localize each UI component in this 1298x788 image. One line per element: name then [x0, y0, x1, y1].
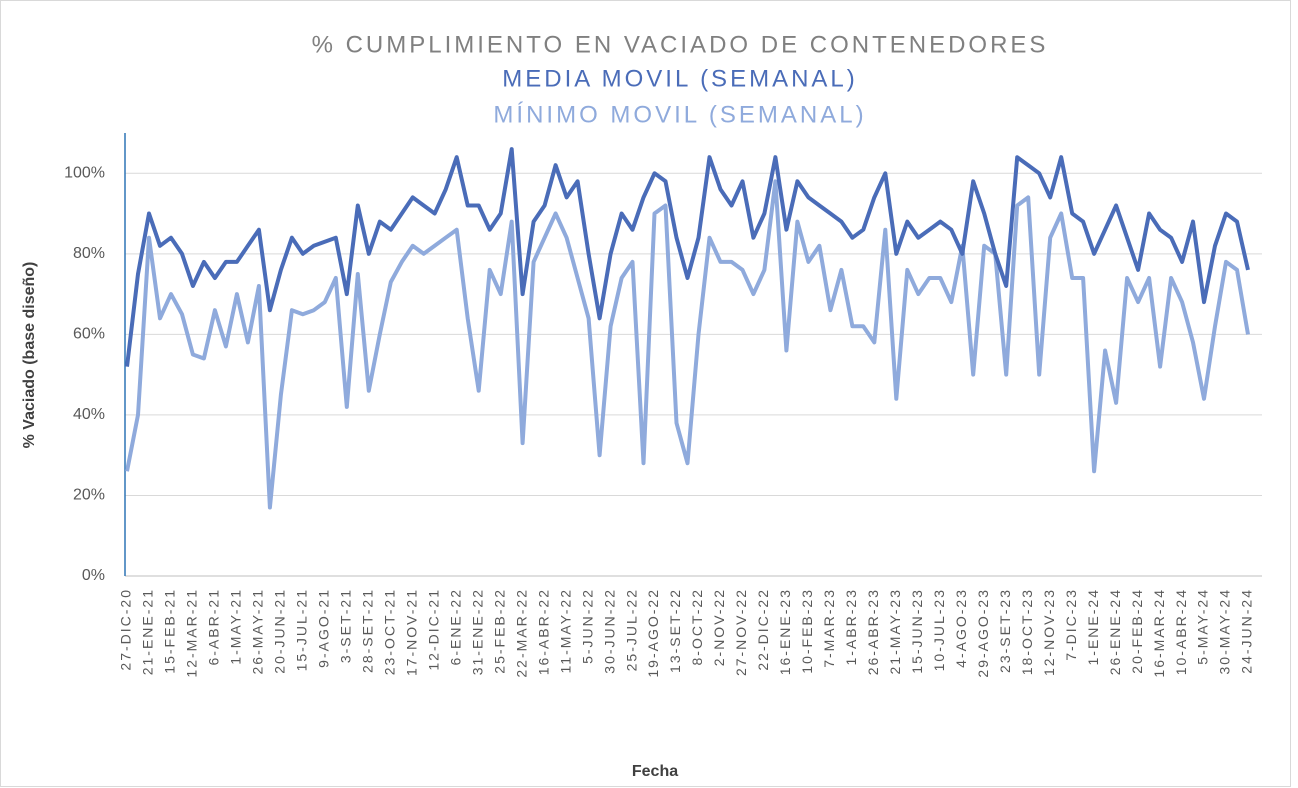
x-tick-label: 17-NOV-21: [403, 588, 419, 676]
x-axis-label: Fecha: [632, 763, 678, 780]
x-tick-label: 5-MAY-24: [1195, 588, 1211, 665]
x-tick-label: 3-SET-21: [338, 588, 354, 663]
y-tick-label: 80%: [73, 245, 105, 262]
x-tick-label: 27-NOV-22: [733, 588, 749, 676]
x-tick-label: 30-MAY-24: [1217, 588, 1233, 674]
x-tick-label: 19-AGO-22: [645, 588, 661, 678]
y-axis-label: % Vaciado (base diseño): [21, 262, 38, 449]
x-tick-label: 16-MAR-24: [1151, 588, 1167, 678]
x-tick-label: 26-ABR-23: [865, 588, 881, 675]
x-tick-label: 21-MAY-23: [887, 588, 903, 674]
y-tick-label: 40%: [73, 406, 105, 423]
y-tick-label: 20%: [73, 487, 105, 504]
x-tick-label: 12-DIC-21: [425, 588, 441, 671]
x-tick-label: 20-FEB-24: [1129, 588, 1145, 674]
x-tick-label: 20-JUN-21: [272, 588, 288, 674]
x-tick-label: 12-MAR-21: [184, 588, 200, 678]
x-tick-label: 23-OCT-21: [381, 588, 397, 675]
legend-label: MÍNIMO MOVIL (SEMANAL): [493, 101, 866, 128]
x-tick-label: 1-MAY-21: [228, 588, 244, 665]
y-tick-label: 0%: [82, 567, 105, 584]
x-tick-label: 7-DIC-23: [1063, 588, 1079, 661]
x-tick-label: 1-ABR-23: [843, 588, 859, 665]
x-tick-label: 26-MAY-21: [250, 588, 266, 674]
x-tick-label: 24-JUN-24: [1239, 588, 1255, 674]
y-tick-label: 100%: [64, 164, 105, 181]
x-tick-label: 7-MAR-23: [821, 588, 837, 668]
x-tick-label: 10-JUL-23: [931, 588, 947, 671]
x-tick-label: 29-AGO-23: [975, 588, 991, 678]
x-tick-label: 28-SET-21: [359, 588, 375, 673]
x-tick-label: 22-MAR-22: [513, 588, 529, 678]
x-tick-label: 5-JUN-22: [579, 588, 595, 664]
x-tick-label: 6-ENE-22: [447, 588, 463, 665]
y-tick-label: 60%: [73, 326, 105, 343]
x-tick-label: 15-JUL-21: [294, 588, 310, 671]
x-tick-label: 8-OCT-22: [689, 588, 705, 665]
x-tick-label: 10-FEB-23: [799, 588, 815, 674]
x-tick-label: 13-SET-22: [667, 588, 683, 673]
x-tick-label: 30-JUN-22: [601, 588, 617, 674]
series-line: [125, 147, 1250, 367]
x-tick-label: 12-NOV-23: [1041, 588, 1057, 676]
x-tick-label: 26-ENE-24: [1107, 588, 1123, 675]
legend-label: MEDIA MOVIL (SEMANAL): [502, 65, 858, 92]
x-tick-label: 22-DIC-22: [755, 588, 771, 671]
x-tick-label: 4-AGO-23: [953, 588, 969, 668]
chart-title: % CUMPLIMIENTO EN VACIADO DE CONTENEDORE…: [312, 31, 1049, 58]
x-tick-label: 11-MAY-22: [557, 588, 573, 673]
x-tick-label: 2-NOV-22: [711, 588, 727, 666]
x-tick-label: 16-ABR-22: [535, 588, 551, 675]
x-tick-label: 23-SET-23: [997, 588, 1013, 673]
x-tick-label: 21-ENE-21: [140, 588, 156, 675]
x-tick-label: 1-ENE-24: [1085, 588, 1101, 665]
x-tick-label: 16-ENE-23: [777, 588, 793, 675]
series-line: [125, 179, 1250, 510]
x-tick-label: 9-AGO-21: [316, 588, 332, 668]
x-tick-label: 18-OCT-23: [1019, 588, 1035, 675]
x-tick-label: 6-ABR-21: [206, 588, 222, 665]
x-tick-label: 15-JUN-23: [909, 588, 925, 674]
x-tick-label: 15-FEB-21: [162, 588, 178, 674]
x-tick-label: 25-FEB-22: [491, 588, 507, 674]
x-tick-label: 10-ABR-24: [1173, 588, 1189, 675]
x-tick-label: 25-JUL-22: [623, 588, 639, 671]
x-tick-label: 31-ENE-22: [469, 588, 485, 675]
x-tick-label: 27-DIC-20: [118, 588, 134, 671]
